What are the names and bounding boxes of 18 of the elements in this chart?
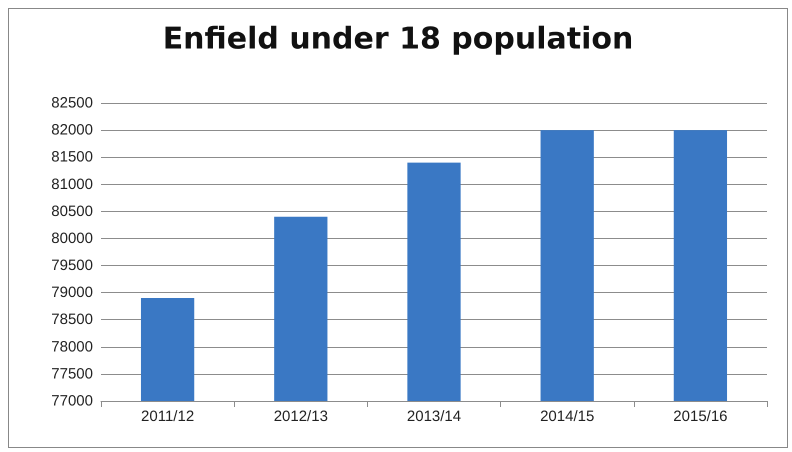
y-tick-label: 78000 xyxy=(51,338,93,356)
x-tick-label: 2015/16 xyxy=(673,408,728,425)
y-tick-label: 77000 xyxy=(51,392,93,410)
x-tick-label: 2014/15 xyxy=(540,408,594,425)
x-tick-label: 2011/12 xyxy=(141,408,194,425)
y-tick-label: 79000 xyxy=(51,284,93,302)
x-tick-label: 2013/14 xyxy=(406,408,462,425)
y-tick-label: 81000 xyxy=(51,176,93,193)
y-tick-label: 79500 xyxy=(51,257,93,274)
y-tick-label: 80000 xyxy=(51,230,93,247)
y-tick-label: 78500 xyxy=(51,311,93,328)
y-tick-label: 82500 xyxy=(51,94,93,112)
y-tick-label: 81500 xyxy=(51,148,93,166)
y-tick-label: 80500 xyxy=(51,202,93,220)
chart-title: Enfield under 18 population xyxy=(162,22,634,56)
y-tick-label: 77500 xyxy=(51,365,93,382)
y-tick-label: 82000 xyxy=(51,122,93,139)
x-tick-label: 2012/13 xyxy=(274,408,328,425)
